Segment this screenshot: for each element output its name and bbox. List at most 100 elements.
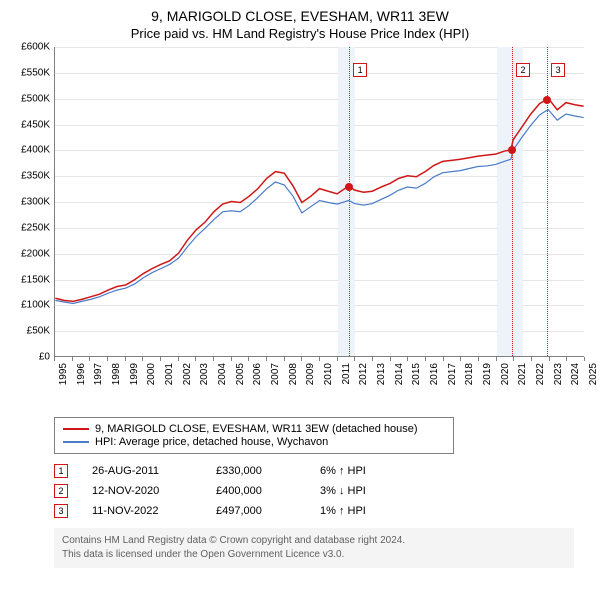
- x-tick-mark: [160, 357, 161, 361]
- legend-swatch: [63, 428, 89, 430]
- x-tick-mark: [89, 357, 90, 361]
- series-line: [55, 47, 584, 356]
- footer-attribution: Contains HM Land Registry data © Crown c…: [54, 528, 574, 568]
- x-tick-label: 2001: [164, 363, 175, 385]
- x-tick-mark: [566, 357, 567, 361]
- x-tick-label: 2022: [535, 363, 546, 385]
- x-tick-mark: [107, 357, 108, 361]
- marker-number-box: 1: [353, 63, 367, 77]
- x-tick-label: 2006: [252, 363, 263, 385]
- event-delta: 3% ↓ HPI: [320, 485, 400, 497]
- x-tick-mark: [301, 357, 302, 361]
- marker-number-box: 3: [551, 63, 565, 77]
- event-row: 311-NOV-2022£497,0001% ↑ HPI: [54, 504, 590, 518]
- x-tick-mark: [266, 357, 267, 361]
- x-tick-mark: [337, 357, 338, 361]
- y-tick-label: £500K: [21, 93, 50, 104]
- x-tick-label: 1997: [93, 363, 104, 385]
- marker-dot: [508, 146, 516, 154]
- x-tick-label: 2021: [517, 363, 528, 385]
- legend-swatch: [63, 441, 89, 443]
- event-date: 11-NOV-2022: [92, 505, 192, 517]
- event-delta: 1% ↑ HPI: [320, 505, 400, 517]
- x-tick-label: 2023: [553, 363, 564, 385]
- x-tick-label: 2003: [199, 363, 210, 385]
- x-tick-mark: [372, 357, 373, 361]
- event-date: 26-AUG-2011: [92, 465, 192, 477]
- x-tick-label: 2020: [500, 363, 511, 385]
- y-tick-label: £100K: [21, 300, 50, 311]
- event-number-box: 1: [54, 464, 68, 478]
- legend-item: 9, MARIGOLD CLOSE, EVESHAM, WR11 3EW (de…: [63, 423, 445, 435]
- event-price: £497,000: [216, 505, 296, 517]
- chart-container: 9, MARIGOLD CLOSE, EVESHAM, WR11 3EW Pri…: [0, 0, 600, 578]
- y-tick-label: £550K: [21, 67, 50, 78]
- x-tick-mark: [248, 357, 249, 361]
- y-tick-label: £0: [39, 352, 50, 363]
- event-number-box: 2: [54, 484, 68, 498]
- y-tick-label: £250K: [21, 222, 50, 233]
- x-tick-mark: [496, 357, 497, 361]
- event-price: £330,000: [216, 465, 296, 477]
- marker-line: [547, 47, 548, 356]
- x-tick-label: 2016: [429, 363, 440, 385]
- x-tick-label: 2009: [305, 363, 316, 385]
- event-price: £400,000: [216, 485, 296, 497]
- x-tick-mark: [195, 357, 196, 361]
- x-tick-label: 1995: [58, 363, 69, 385]
- x-tick-mark: [584, 357, 585, 361]
- x-tick-mark: [549, 357, 550, 361]
- x-tick-label: 2000: [146, 363, 157, 385]
- footer-line: Contains HM Land Registry data © Crown c…: [62, 534, 566, 548]
- x-tick-label: 2015: [411, 363, 422, 385]
- x-tick-label: 1999: [129, 363, 140, 385]
- x-tick-mark: [390, 357, 391, 361]
- x-tick-mark: [443, 357, 444, 361]
- footer-line: This data is licensed under the Open Gov…: [62, 548, 566, 562]
- legend-label: 9, MARIGOLD CLOSE, EVESHAM, WR11 3EW (de…: [95, 423, 418, 435]
- x-tick-mark: [284, 357, 285, 361]
- y-tick-label: £350K: [21, 171, 50, 182]
- title-block: 9, MARIGOLD CLOSE, EVESHAM, WR11 3EW Pri…: [10, 8, 590, 41]
- x-tick-label: 2013: [376, 363, 387, 385]
- x-tick-mark: [72, 357, 73, 361]
- x-tick-label: 2010: [323, 363, 334, 385]
- x-tick-label: 2008: [288, 363, 299, 385]
- event-row: 2 12-NOV-2020 £400,000 3% ↓ HPI: [54, 484, 590, 498]
- x-tick-mark: [425, 357, 426, 361]
- x-tick-label: 2019: [482, 363, 493, 385]
- legend-item: HPI: Average price, detached house, Wych…: [63, 436, 445, 448]
- y-tick-label: £450K: [21, 119, 50, 130]
- y-tick-label: £400K: [21, 145, 50, 156]
- x-tick-mark: [407, 357, 408, 361]
- chart-subtitle: Price paid vs. HM Land Registry's House …: [10, 26, 590, 41]
- x-tick-label: 2024: [570, 363, 581, 385]
- event-delta: 6% ↑ HPI: [320, 465, 400, 477]
- x-tick-mark: [54, 357, 55, 361]
- marker-line: [349, 47, 350, 356]
- marker-line: [512, 47, 513, 356]
- y-axis: £0£50K£100K£150K£200K£250K£300K£350K£400…: [10, 47, 54, 357]
- x-tick-mark: [478, 357, 479, 361]
- x-tick-mark: [231, 357, 232, 361]
- y-tick-label: £600K: [21, 42, 50, 53]
- x-tick-mark: [354, 357, 355, 361]
- x-tick-mark: [125, 357, 126, 361]
- x-tick-mark: [531, 357, 532, 361]
- marker-dot: [543, 96, 551, 104]
- marker-number-box: 2: [516, 63, 530, 77]
- y-tick-label: £300K: [21, 197, 50, 208]
- legend-label: HPI: Average price, detached house, Wych…: [95, 436, 328, 448]
- legend: 9, MARIGOLD CLOSE, EVESHAM, WR11 3EW (de…: [54, 417, 454, 454]
- x-tick-label: 2025: [588, 363, 599, 385]
- x-tick-mark: [178, 357, 179, 361]
- x-tick-mark: [213, 357, 214, 361]
- event-table: 1 26-AUG-2011 £330,000 6% ↑ HPI 2 12-NOV-2020…: [54, 464, 590, 518]
- marker-dot: [345, 183, 353, 191]
- x-tick-mark: [513, 357, 514, 361]
- event-date: 12-NOV-2020: [92, 485, 192, 497]
- y-tick-label: £150K: [21, 274, 50, 285]
- y-tick-label: £200K: [21, 248, 50, 259]
- x-tick-label: 2017: [447, 363, 458, 385]
- x-tick-label: 2011: [341, 363, 352, 385]
